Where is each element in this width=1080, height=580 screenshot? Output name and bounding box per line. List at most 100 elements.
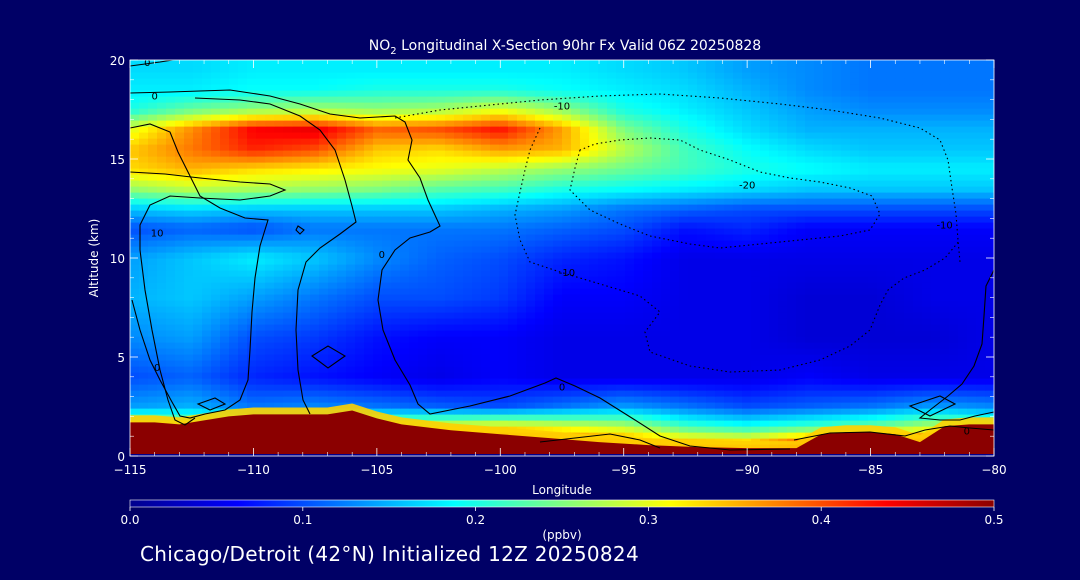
field-cell bbox=[598, 288, 608, 295]
field-cell bbox=[661, 234, 671, 241]
field-cell bbox=[175, 408, 185, 415]
field-cell bbox=[418, 396, 428, 403]
field-cell bbox=[787, 300, 797, 307]
field-cell bbox=[769, 342, 779, 349]
field-cell bbox=[841, 318, 851, 325]
field-cell bbox=[553, 342, 563, 349]
field-cell bbox=[274, 312, 284, 319]
field-cell bbox=[751, 402, 761, 409]
field-cell bbox=[967, 222, 977, 229]
field-cell bbox=[418, 288, 428, 295]
field-cell bbox=[481, 300, 491, 307]
field-cell bbox=[598, 354, 608, 361]
field-cell bbox=[652, 174, 662, 181]
field-cell bbox=[427, 378, 437, 385]
field-cell bbox=[472, 288, 482, 295]
field-cell bbox=[445, 156, 455, 163]
field-cell bbox=[904, 180, 914, 187]
field-cell bbox=[832, 240, 842, 247]
field-cell bbox=[148, 336, 158, 343]
field-cell bbox=[526, 216, 536, 223]
field-cell bbox=[652, 168, 662, 175]
field-cell bbox=[553, 366, 563, 373]
field-cell bbox=[445, 234, 455, 241]
field-cell bbox=[499, 414, 509, 421]
field-cell bbox=[265, 342, 275, 349]
field-cell bbox=[589, 252, 599, 259]
field-cell bbox=[670, 204, 680, 211]
field-cell bbox=[976, 162, 986, 169]
field-cell bbox=[796, 402, 806, 409]
field-cell bbox=[364, 168, 374, 175]
field-cell bbox=[769, 174, 779, 181]
field-cell bbox=[679, 408, 689, 415]
field-cell bbox=[598, 318, 608, 325]
field-cell bbox=[787, 252, 797, 259]
field-cell bbox=[265, 222, 275, 229]
field-cell bbox=[580, 246, 590, 253]
field-cell bbox=[976, 282, 986, 289]
field-cell bbox=[823, 396, 833, 403]
field-cell bbox=[769, 270, 779, 277]
field-cell bbox=[508, 234, 518, 241]
field-cell bbox=[670, 348, 680, 355]
field-cell bbox=[346, 342, 356, 349]
field-cell bbox=[436, 222, 446, 229]
field-cell bbox=[976, 378, 986, 385]
field-cell bbox=[742, 270, 752, 277]
field-cell bbox=[229, 204, 239, 211]
field-cell bbox=[787, 348, 797, 355]
field-cell bbox=[526, 312, 536, 319]
field-cell bbox=[679, 378, 689, 385]
field-cell bbox=[490, 300, 500, 307]
field-cell bbox=[976, 288, 986, 295]
field-cell bbox=[625, 210, 635, 217]
field-cell bbox=[796, 192, 806, 199]
field-cell bbox=[382, 252, 392, 259]
field-cell bbox=[517, 246, 527, 253]
field-cell bbox=[517, 234, 527, 241]
field-cell bbox=[751, 336, 761, 343]
field-cell bbox=[796, 216, 806, 223]
field-cell bbox=[427, 234, 437, 241]
field-cell bbox=[157, 276, 167, 283]
field-cell bbox=[760, 198, 770, 205]
field-cell bbox=[922, 216, 932, 223]
field-cell bbox=[373, 156, 383, 163]
field-cell bbox=[805, 264, 815, 271]
field-cell bbox=[814, 288, 824, 295]
field-cell bbox=[427, 174, 437, 181]
field-cell bbox=[553, 222, 563, 229]
field-cell bbox=[292, 378, 302, 385]
field-cell bbox=[436, 192, 446, 199]
field-cell bbox=[769, 192, 779, 199]
field-cell bbox=[841, 300, 851, 307]
field-cell bbox=[148, 300, 158, 307]
field-cell bbox=[202, 180, 212, 187]
field-cell bbox=[166, 198, 176, 205]
field-cell bbox=[805, 276, 815, 283]
field-cell bbox=[805, 330, 815, 337]
field-cell bbox=[391, 252, 401, 259]
field-cell bbox=[337, 372, 347, 379]
field-cell bbox=[274, 210, 284, 217]
field-cell bbox=[580, 180, 590, 187]
field-cell bbox=[733, 144, 743, 151]
field-cell bbox=[913, 414, 923, 421]
field-cell bbox=[400, 162, 410, 169]
field-cell bbox=[733, 372, 743, 379]
field-cell bbox=[157, 312, 167, 319]
field-cell bbox=[940, 330, 950, 337]
field-cell bbox=[319, 354, 329, 361]
field-cell bbox=[580, 348, 590, 355]
field-cell bbox=[769, 252, 779, 259]
field-cell bbox=[202, 342, 212, 349]
field-cell bbox=[706, 198, 716, 205]
field-cell bbox=[436, 342, 446, 349]
field-cell bbox=[436, 282, 446, 289]
field-cell bbox=[832, 360, 842, 367]
field-cell bbox=[310, 210, 320, 217]
field-cell bbox=[535, 252, 545, 259]
field-cell bbox=[706, 294, 716, 301]
field-cell bbox=[949, 294, 959, 301]
